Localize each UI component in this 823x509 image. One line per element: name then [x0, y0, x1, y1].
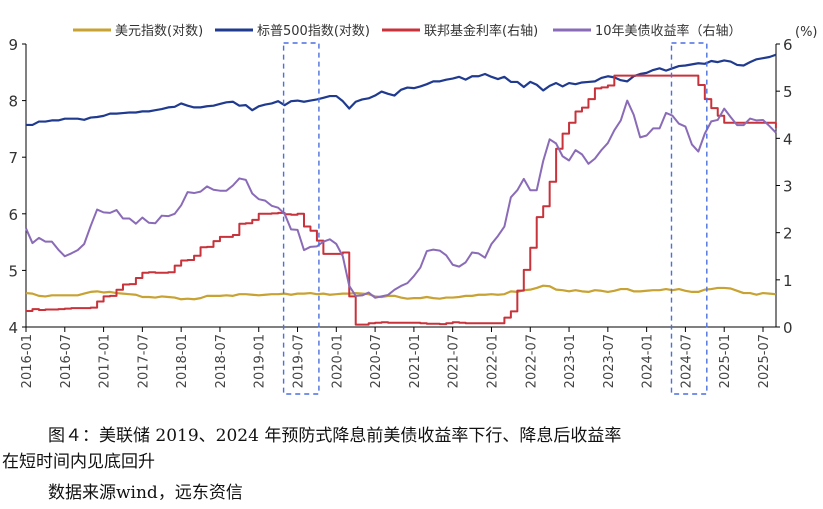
x-tick-label: 2023-01	[563, 334, 578, 388]
left-tick-label: 4	[8, 319, 18, 337]
x-tick-label: 2025-07	[757, 334, 772, 388]
x-tick-label: 2022-07	[524, 334, 539, 388]
left-tick-label: 6	[8, 206, 18, 224]
x-tick-label: 2025-01	[718, 334, 733, 388]
legend-label-0: 美元指数(对数)	[115, 24, 203, 39]
right-tick-label: 3	[783, 178, 793, 196]
right-tick-label: 1	[783, 272, 793, 290]
x-tick-label: 2019-01	[253, 334, 268, 388]
series-line-2	[26, 74, 777, 326]
right-tick-label: 5	[783, 83, 793, 101]
left-tick-label: 8	[8, 93, 18, 111]
left-tick-label: 9	[8, 36, 18, 54]
x-tick-label: 2024-01	[641, 334, 656, 388]
right-tick-label: 6	[783, 36, 793, 54]
right-tick-label: 0	[783, 319, 793, 337]
x-tick-label: 2017-07	[136, 334, 151, 388]
x-tick-label: 2019-07	[292, 334, 307, 388]
x-tick-label: 2018-07	[214, 334, 229, 388]
caption-line-2: 在短时间内见底回升	[2, 452, 155, 472]
caption-source: 数据来源wind，远东资信	[48, 483, 243, 503]
x-tick-label: 2022-01	[485, 334, 500, 388]
left-tick-label: 7	[8, 149, 18, 167]
series-line-3	[25, 99, 777, 299]
highlight-box-0	[282, 42, 320, 395]
x-tick-label: 2023-07	[602, 334, 617, 388]
x-tick-label: 2018-01	[175, 334, 190, 388]
right-tick-label: 4	[783, 130, 793, 148]
legend-label-3: 10年美债收益率（右轴）	[595, 23, 742, 39]
x-tick-label: 2021-07	[447, 334, 462, 388]
series-line-1	[26, 53, 777, 127]
x-tick-label: 2020-07	[369, 334, 384, 388]
left-tick-label: 5	[8, 262, 18, 280]
x-tick-label: 2016-01	[20, 334, 35, 388]
caption-line-1: 图４：美联储 2019、2024 年预防式降息前美债收益率下行、降息后收益率	[48, 426, 622, 446]
x-tick-label: 2024-07	[679, 334, 694, 388]
x-tick-label: 2016-07	[59, 334, 74, 388]
highlight-box-1	[670, 42, 708, 395]
x-tick-label: 2020-01	[330, 334, 345, 388]
series-line-0	[25, 284, 777, 301]
right-tick-label: 2	[783, 225, 793, 243]
legend-label-2: 联邦基金利率(右轴)	[424, 23, 538, 39]
right-axis-unit: (%)	[795, 25, 818, 40]
x-tick-label: 2017-01	[98, 334, 113, 388]
x-tick-label: 2021-01	[408, 334, 423, 388]
legend-label-1: 标普500指数(对数)	[257, 24, 370, 39]
